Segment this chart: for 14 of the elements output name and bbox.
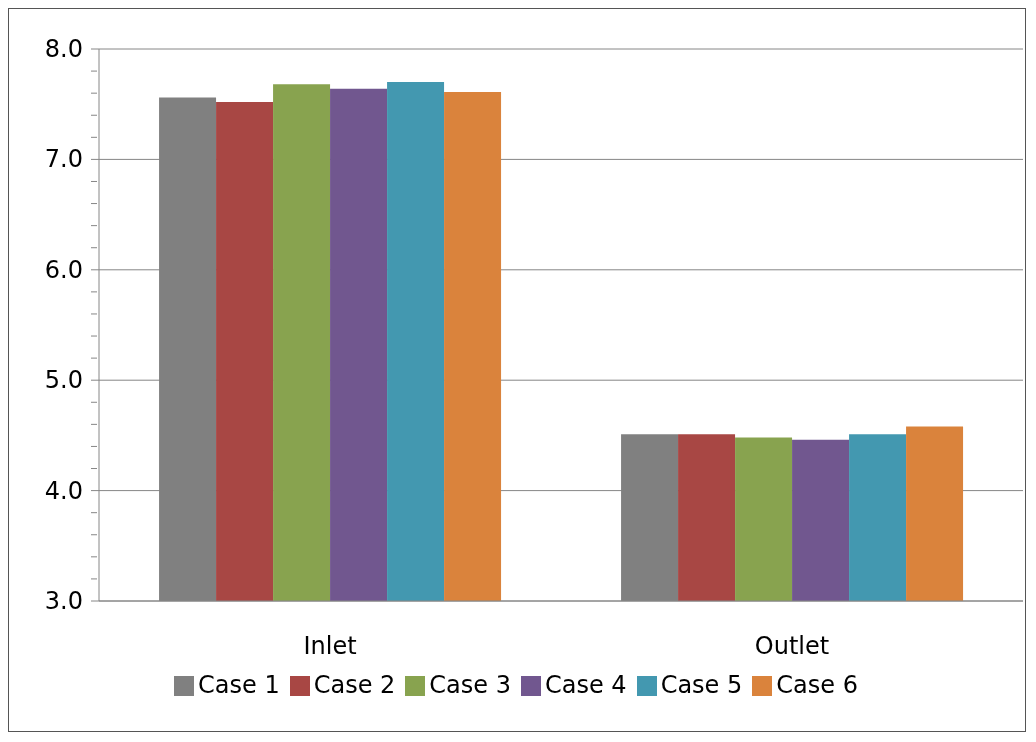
y-tick-label: 4.0 — [44, 476, 83, 505]
y-tick-label: 7.0 — [44, 145, 83, 174]
y-tick-label: 8.0 — [44, 35, 83, 63]
y-tick-label: 6.0 — [44, 255, 83, 284]
x-tick-label: Outlet — [754, 632, 830, 661]
legend-label: Case 2 — [313, 671, 396, 699]
y-tick-label: 5.0 — [44, 366, 83, 395]
x-tick-label: Inlet — [303, 632, 357, 661]
legend-label: Case 6 — [776, 671, 858, 699]
legend-label: Case 1 — [198, 671, 280, 699]
legend-label: Case 4 — [545, 671, 627, 699]
legend-label: Case 5 — [660, 671, 743, 699]
legend-label: Case 3 — [429, 671, 511, 699]
y-tick-label: 3.0 — [44, 587, 83, 615]
